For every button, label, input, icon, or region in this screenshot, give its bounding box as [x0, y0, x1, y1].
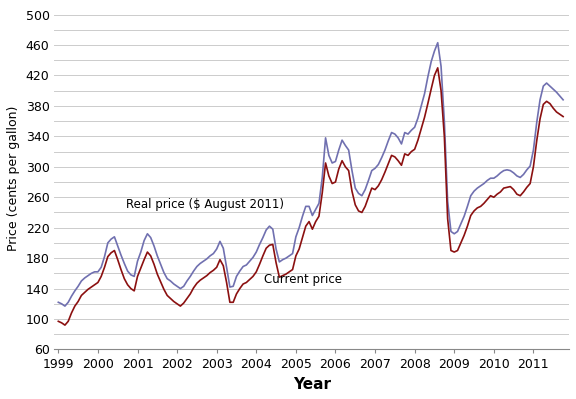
Text: Current price: Current price: [264, 273, 342, 286]
X-axis label: Year: Year: [293, 377, 331, 392]
Text: Real price ($ August 2011): Real price ($ August 2011): [126, 198, 283, 211]
Y-axis label: Price (cents per gallon): Price (cents per gallon): [7, 105, 20, 251]
